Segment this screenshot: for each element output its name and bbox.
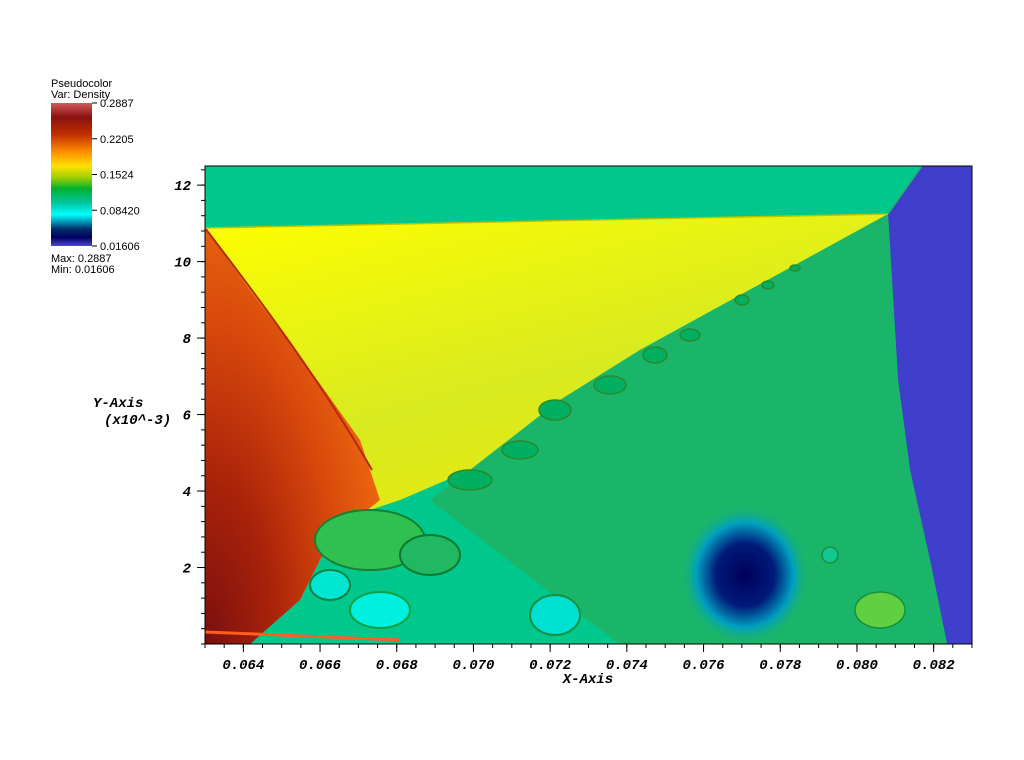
colorbar <box>51 103 92 246</box>
y-tick-label: 10 <box>174 256 191 272</box>
colorbar-tick-label: 0.08420 <box>100 205 140 217</box>
colorbar-legend: Pseudocolor Var: Density 0.2887 0.2205 0.1… <box>51 78 140 276</box>
region-lower-right <box>430 214 947 644</box>
y-axis-scale: (x10^-3) <box>104 413 171 429</box>
legend-variable: Var: Density <box>51 89 111 101</box>
y-tick-label: 8 <box>183 332 192 348</box>
x-tick-label: 0.064 <box>222 658 264 674</box>
x-tick-label: 0.082 <box>913 658 956 674</box>
colorbar-tick-label: 0.1524 <box>100 169 134 181</box>
legend-plot-type: Pseudocolor <box>51 78 112 90</box>
y-tick-label: 2 <box>183 562 192 578</box>
region-reflected <box>205 228 380 644</box>
axes: 0.064 0.066 0.068 0.070 0.072 0.074 0.076 0.078… <box>93 165 973 688</box>
x-tick-label: 0.070 <box>452 658 494 674</box>
x-axis-ticks: 0.064 0.066 0.068 0.070 0.072 0.074 0.076 0.078… <box>204 644 973 674</box>
x-tick-label: 0.080 <box>836 658 878 674</box>
region-shocked-layer <box>205 214 888 644</box>
x-tick-label: 0.072 <box>529 658 572 674</box>
x-tick-label: 0.068 <box>376 658 419 674</box>
legend-min: Min: 0.01606 <box>51 264 115 276</box>
x-tick-label: 0.078 <box>759 658 802 674</box>
shock-front <box>205 227 373 471</box>
colorbar-tick-label: 0.2205 <box>100 134 134 146</box>
y-axis-title: Y-Axis <box>93 396 143 412</box>
legend-max: Max: 0.2887 <box>51 253 112 265</box>
x-tick-label: 0.076 <box>683 658 726 674</box>
triple-point-shock <box>887 166 923 215</box>
y-axis-ticks: 2 4 6 8 10 12 <box>174 169 205 645</box>
colorbar-ticks: 0.2887 0.2205 0.1524 0.08420 0.01606 <box>92 98 140 253</box>
density-field <box>205 166 972 644</box>
wall-layer <box>205 630 401 642</box>
y-tick-label: 12 <box>174 179 191 195</box>
y-tick-label: 4 <box>183 485 191 501</box>
low-density-vortex <box>680 505 810 644</box>
x-tick-label: 0.066 <box>299 658 342 674</box>
x-tick-label: 0.074 <box>606 658 648 674</box>
y-tick-label: 6 <box>183 409 192 425</box>
x-axis-title: X-Axis <box>562 672 613 688</box>
region-right-inflow <box>888 166 972 644</box>
colorbar-tick-label: 0.01606 <box>100 241 140 253</box>
mixing-region <box>309 509 906 636</box>
colorbar-tick-label: 0.2887 <box>100 98 134 110</box>
contact-vortices <box>447 264 801 491</box>
bow-shock <box>205 213 889 229</box>
